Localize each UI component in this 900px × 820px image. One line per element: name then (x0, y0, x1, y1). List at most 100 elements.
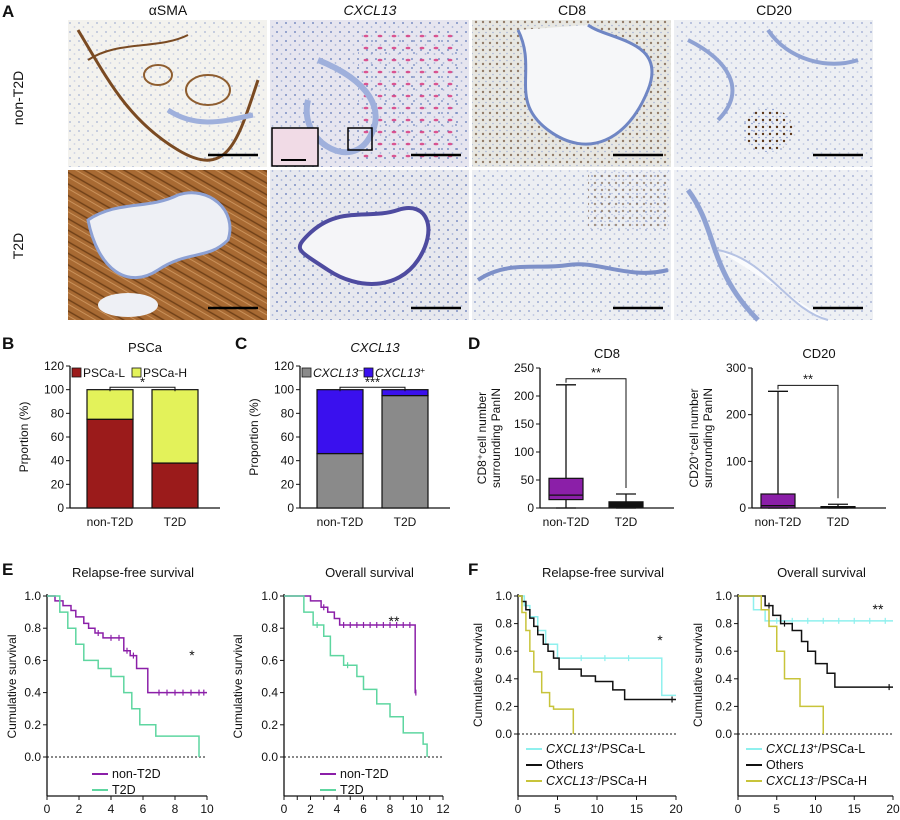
y-tick-label: 40 (51, 454, 65, 468)
y-tick-label: 0.8 (261, 621, 278, 635)
legend-label: CXCL13–/PSCa-H (546, 774, 647, 789)
x-tick-label: non-T2D (543, 515, 590, 529)
y-tick-label: 120 (44, 359, 64, 373)
significance-marker: ** (389, 613, 400, 629)
legend-name: non-T2D (340, 767, 389, 781)
x-axis-label-sup: 2 (616, 817, 621, 819)
y-tick-label: 1.0 (24, 589, 41, 603)
chart-f-overall-survival: Overall survival Cumulative survival 0.0 0.… (691, 565, 900, 818)
legend-sup: + (593, 742, 598, 751)
survival-curve-2 (518, 595, 575, 734)
legend-name: Others (766, 758, 804, 772)
x-tick-label: 10 (809, 802, 823, 816)
legend-name: CXCL13 (546, 774, 593, 788)
significance-bracket (777, 384, 839, 499)
x-tick-label: 10 (590, 802, 604, 816)
legend-suffix: /PSCa-H (818, 774, 867, 788)
significance-bracket (565, 378, 627, 488)
x-tick-label: T2D (394, 515, 417, 529)
survival-curve-0 (47, 595, 207, 694)
y-tick-label: 0.6 (715, 644, 732, 658)
chart-title: CD20 (802, 346, 835, 361)
y-tick-label: 100 (726, 454, 746, 468)
y-tick-label: 20 (281, 477, 295, 491)
column-title-cd8: CD8 (557, 2, 586, 18)
y-axis-label: Proportion (%) (247, 398, 261, 475)
panel-label-e: E (2, 560, 14, 579)
bar-non-T2D-1 (86, 389, 134, 420)
y-tick-label: 1.0 (495, 589, 512, 603)
y-tick-label: 0 (287, 501, 294, 515)
legend-label: non-T2D (112, 767, 161, 781)
legend-label: Others (766, 758, 804, 772)
legend-name: CXCL13 (375, 366, 421, 380)
legend-suffix: /PSCa-L (598, 742, 645, 756)
legend-suffix: /PSCa-H (598, 774, 647, 788)
survival-curve-1 (47, 595, 200, 757)
x-axis-label-part: day) (387, 817, 410, 818)
survival-curve-1 (518, 595, 676, 701)
significance-marker: * (657, 632, 663, 648)
y-tick-label: 1.0 (261, 589, 278, 603)
survival-curve-1 (284, 595, 428, 757)
x-axis-label: Time (x102day) (563, 817, 644, 819)
x-tick-label: 6 (140, 802, 147, 816)
y-tick-label: 100 (514, 445, 534, 459)
chart-cd20-boxplot: CD20 CD20⁺cell number surrounding PanIN 0 10… (687, 346, 886, 529)
legend-name: CXCL13 (766, 742, 813, 756)
chart-e-overall-survival: Overall survival Cumulative survival 0.0 0.… (231, 565, 450, 818)
box (760, 493, 796, 509)
chart-f-relapse-free-survival: Relapse-free survival Cumulative survival… (471, 565, 683, 819)
y-tick-label: 60 (51, 430, 65, 444)
legend-label: CXCL13+/PSCa-L (546, 742, 645, 757)
legend-sup: + (813, 742, 818, 751)
chart-title: CXCL13 (350, 340, 400, 355)
column-title-cd20: CD20 (756, 2, 792, 18)
x-tick-label: 0 (735, 802, 742, 816)
legend-swatch (363, 367, 374, 378)
legend-name: PSCa-H (143, 366, 187, 380)
y-tick-label: 0.8 (24, 621, 41, 635)
x-tick-label: non-T2D (317, 515, 364, 529)
x-axis-label-part: day) (150, 817, 173, 818)
x-axis-label-part: Time (x10 (93, 817, 146, 818)
legend-suffix: /PSCa-L (818, 742, 865, 756)
x-axis-label-part: day) (839, 817, 862, 818)
legend-sup: – (813, 774, 818, 783)
y-tick-label: 20 (51, 477, 65, 491)
x-axis-label-part: Time (x10 (781, 817, 834, 818)
chart-cxcl13-stacked-bar: CXCL13 Proportion (%) 0 20 40 60 80 100 120 non-T… (247, 340, 450, 529)
legend-name: CXCL13 (546, 742, 593, 756)
x-axis-label-part: Time (x10 (563, 817, 616, 818)
x-tick-label: 8 (387, 802, 394, 816)
significance-marker: *** (365, 374, 380, 389)
legend-label: CXCL13– (313, 366, 363, 381)
chart-psca-stacked-bar: PSCa Prportion (%) 0 20 40 60 80 100 120 non-T2D T… (17, 340, 220, 529)
x-axis-label-part: day) (620, 817, 643, 818)
y-tick-label: 1.0 (715, 589, 732, 603)
x-tick-label: T2D (615, 515, 638, 529)
row-title-t2d: T2D (10, 232, 26, 260)
y-tick-label: 0.6 (261, 653, 278, 667)
y-tick-label: 120 (274, 359, 294, 373)
legend-swatch (71, 367, 82, 378)
legend-label: PSCa-L (83, 366, 125, 380)
legend-label: CXCL13+/PSCa-L (766, 742, 865, 757)
panel-label-a: A (2, 2, 15, 21)
ihc-tile-asma-t2d (68, 170, 267, 320)
legend-label: CXCL13–/PSCa-H (766, 774, 867, 789)
x-tick-label: T2D (164, 515, 187, 529)
x-tick-label: 5 (554, 802, 561, 816)
survival-curve-2 (738, 595, 824, 734)
y-axis-label: Cumulative survival (691, 623, 705, 727)
x-tick-label: 12 (436, 802, 450, 816)
y-tick-label: 150 (514, 417, 534, 431)
chart-title: Relapse-free survival (542, 565, 664, 580)
y-tick-label: 0 (57, 501, 64, 515)
panel-label-b: B (2, 334, 15, 353)
bar-T2D-1 (151, 389, 199, 464)
x-tick-label: non-T2D (87, 515, 134, 529)
y-tick-label: 0 (527, 501, 534, 515)
y-tick-label: 100 (44, 383, 64, 397)
ihc-tile-cd8-non-t2d (472, 20, 671, 167)
